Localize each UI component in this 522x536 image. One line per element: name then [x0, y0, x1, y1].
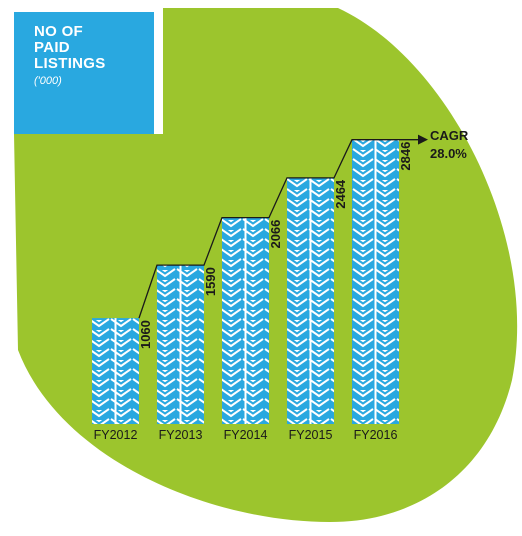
trend-connector-line [138, 139, 420, 319]
chart-title-line-2: PAID [34, 39, 70, 56]
chart-unit-label: ('000) [34, 75, 62, 87]
value-label: 1590 [203, 267, 218, 296]
arrow-head-icon [418, 134, 428, 145]
x-tick-label: FY2016 [354, 428, 398, 442]
bars-layer [92, 139, 399, 424]
value-label: 2846 [398, 142, 413, 171]
x-tick-label: FY2015 [289, 428, 333, 442]
labels-layer: FY2012 1060 FY2013 1590 FY2014 2066 FY2015 2464… [94, 134, 428, 442]
value-label: 1060 [138, 320, 153, 349]
x-tick-label: FY2013 [159, 428, 203, 442]
cagr-value: 28.0% [430, 146, 467, 161]
x-tick-label: FY2014 [224, 428, 268, 442]
cagr-label: CAGR [430, 128, 469, 143]
x-tick-label: FY2012 [94, 428, 138, 442]
cagr-annotation: CAGR 28.0% [430, 127, 468, 163]
chart-title-box: NO OF PAID LISTINGS ('000) [14, 12, 154, 134]
value-label: 2066 [268, 220, 283, 249]
chart-title-line-3: LISTINGS [34, 55, 106, 72]
value-label: 2464 [333, 179, 348, 209]
chart-title-line-1: NO OF [34, 23, 83, 40]
